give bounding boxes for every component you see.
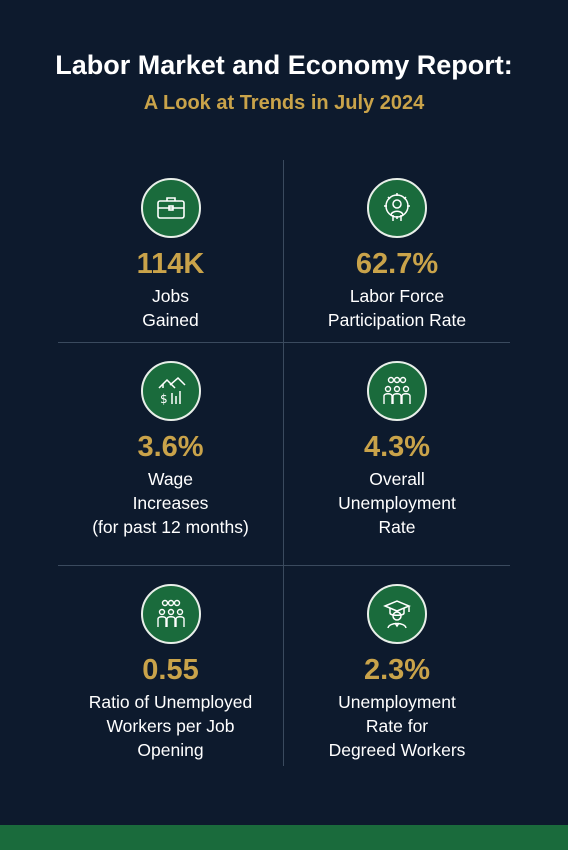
stats-row: 114K Jobs Gained 62.7% <box>58 160 510 342</box>
stat-value: 114K <box>136 248 205 280</box>
divider <box>58 565 510 566</box>
stat-wage-increases: $ 3.6% Wage Increases (for past 12 month… <box>58 343 284 565</box>
stat-participation-rate: 62.7% Labor Force Participation Rate <box>284 160 510 342</box>
svg-text:$: $ <box>160 392 168 406</box>
footer-bar <box>0 825 568 850</box>
stat-label: Jobs Gained <box>142 286 199 330</box>
stat-label: Unemployment Rate for Degreed Workers <box>328 692 466 760</box>
page-title: Labor Market and Economy Report: <box>55 50 513 80</box>
stat-label: Labor Force Participation Rate <box>327 286 467 330</box>
stat-label: Wage Increases (for past 12 months) <box>92 469 249 537</box>
stat-value: 3.6% <box>137 431 204 463</box>
stat-label: Overall Unemployment Rate <box>338 469 456 537</box>
stat-jobs-gained: 114K Jobs Gained <box>58 160 284 342</box>
stat-unemployed-ratio: 0.55 Ratio of Unemployed Workers per Job… <box>58 566 284 766</box>
briefcase-icon <box>140 178 201 238</box>
wage-increase-icon: $ <box>140 361 201 421</box>
stat-degreed-unemployment: 2.3% Unemployment Rate for Degreed Worke… <box>284 566 510 766</box>
page-subtitle: A Look at Trends in July 2024 <box>143 92 425 114</box>
stat-value: 62.7% <box>355 248 439 280</box>
stats-grid: 114K Jobs Gained 62.7% <box>58 160 510 766</box>
stats-row: $ 3.6% Wage Increases (for past 12 month… <box>58 343 510 565</box>
people-group-icon <box>367 361 427 421</box>
people-group-icon <box>140 584 201 644</box>
stat-unemployment-rate: 4.3% Overall Unemployment Rate <box>284 343 510 565</box>
stats-row: 0.55 Ratio of Unemployed Workers per Job… <box>58 566 510 766</box>
gear-worker-icon <box>367 178 427 238</box>
stat-value: 4.3% <box>363 431 431 463</box>
divider <box>58 342 510 343</box>
stat-value: 0.55 <box>142 654 199 686</box>
graduate-icon <box>367 584 427 644</box>
stat-label: Ratio of Unemployed Workers per Job Open… <box>88 692 253 760</box>
stat-value: 2.3% <box>363 654 431 686</box>
